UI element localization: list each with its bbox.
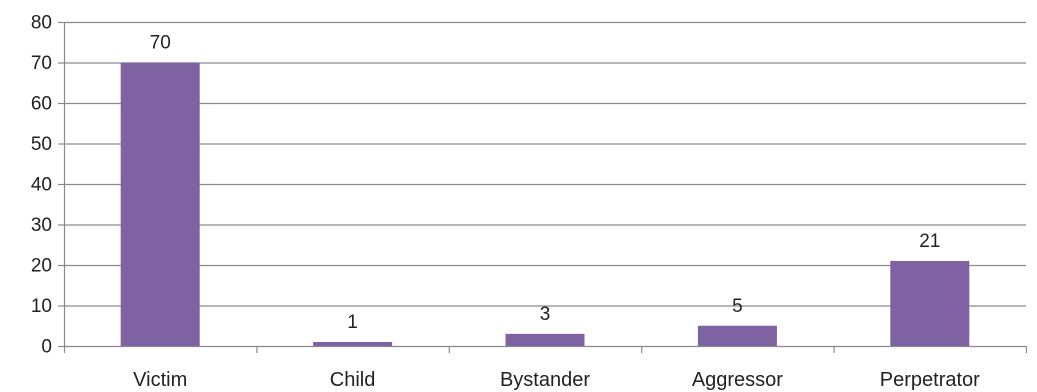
bar-bystander (505, 333, 585, 346)
y-tick-label: 20 (31, 256, 52, 277)
axes (58, 21, 1028, 353)
x-category-label-aggressor: Aggressor (692, 369, 783, 391)
y-tick-label: 10 (31, 296, 52, 317)
bar-aggressor (697, 325, 777, 346)
x-category-label-bystander: Bystander (500, 369, 590, 391)
data-label-perpetrator: 21 (919, 231, 940, 252)
y-tick-label: 0 (41, 337, 52, 358)
bars (120, 62, 970, 346)
bar-victim (120, 62, 200, 346)
y-tick-label: 60 (31, 94, 52, 115)
labels: 0 10 20 30 40 50 60 70 80 70 Victim 1 Child 3 Bystande… (31, 13, 980, 392)
y-tick-label: 70 (31, 53, 52, 74)
bar-child (313, 341, 393, 346)
x-category-label-child: Child (330, 369, 376, 391)
y-tick-label: 40 (31, 175, 52, 196)
y-tick-label: 80 (31, 13, 52, 34)
x-category-label-perpetrator: Perpetrator (880, 369, 980, 391)
data-label-child: 1 (347, 312, 358, 333)
data-label-aggressor: 5 (732, 296, 743, 317)
grid-lines (64, 21, 1026, 307)
y-tick-label: 50 (31, 134, 52, 155)
data-label-bystander: 3 (540, 304, 551, 325)
bar-perpetrator (890, 260, 970, 346)
x-category-label-victim: Victim (133, 369, 187, 391)
y-tick-label: 30 (31, 215, 52, 236)
data-label-victim: 70 (150, 33, 171, 54)
